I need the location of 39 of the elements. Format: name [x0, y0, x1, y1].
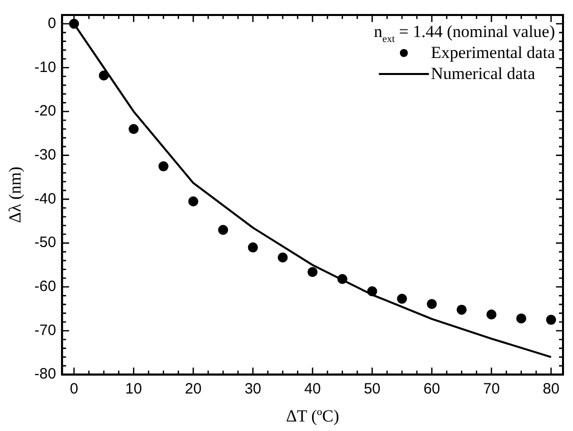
legend-label: Numerical data: [430, 64, 536, 83]
point: [337, 274, 348, 284]
y-tick-label: -50: [34, 234, 56, 252]
x-tick-label: 80: [542, 380, 560, 398]
point: [218, 224, 228, 235]
y-tick-label: -80: [34, 366, 56, 383]
point: [188, 196, 198, 206]
legend-label: Experimental data: [430, 43, 556, 62]
point: [426, 298, 437, 309]
y-tick-label: -40: [34, 190, 56, 208]
point: [128, 124, 139, 134]
point: [158, 161, 168, 172]
point: [248, 242, 258, 252]
x-tick-label: 40: [304, 380, 321, 398]
point: [516, 313, 526, 324]
point: [456, 304, 467, 315]
y-tick-label: -60: [34, 278, 56, 296]
x-tick-label: 20: [184, 380, 202, 398]
point: [308, 266, 318, 277]
point: [69, 18, 80, 29]
x-tick-label: 10: [125, 380, 142, 398]
x-axis-title: ΔT (ºC): [286, 406, 340, 426]
point: [546, 314, 556, 325]
x-tick-label: 50: [364, 380, 381, 398]
point: [486, 310, 496, 320]
point: [367, 286, 378, 296]
y-tick-label: 0: [48, 14, 56, 32]
point: [278, 252, 288, 263]
y-tick-label: -10: [34, 58, 56, 76]
x-tick-label: 60: [423, 380, 440, 398]
y-tick-label: -30: [34, 146, 56, 164]
x-tick-label: 30: [244, 380, 262, 398]
y-axis-title: Δλ (nm): [6, 166, 25, 224]
x-tick-label: 0: [70, 380, 78, 398]
point: [396, 294, 407, 304]
y-tick-label: -20: [34, 102, 56, 120]
point: [98, 70, 109, 81]
y-tick-label: -70: [34, 322, 56, 339]
x-tick-label: 70: [483, 380, 500, 398]
